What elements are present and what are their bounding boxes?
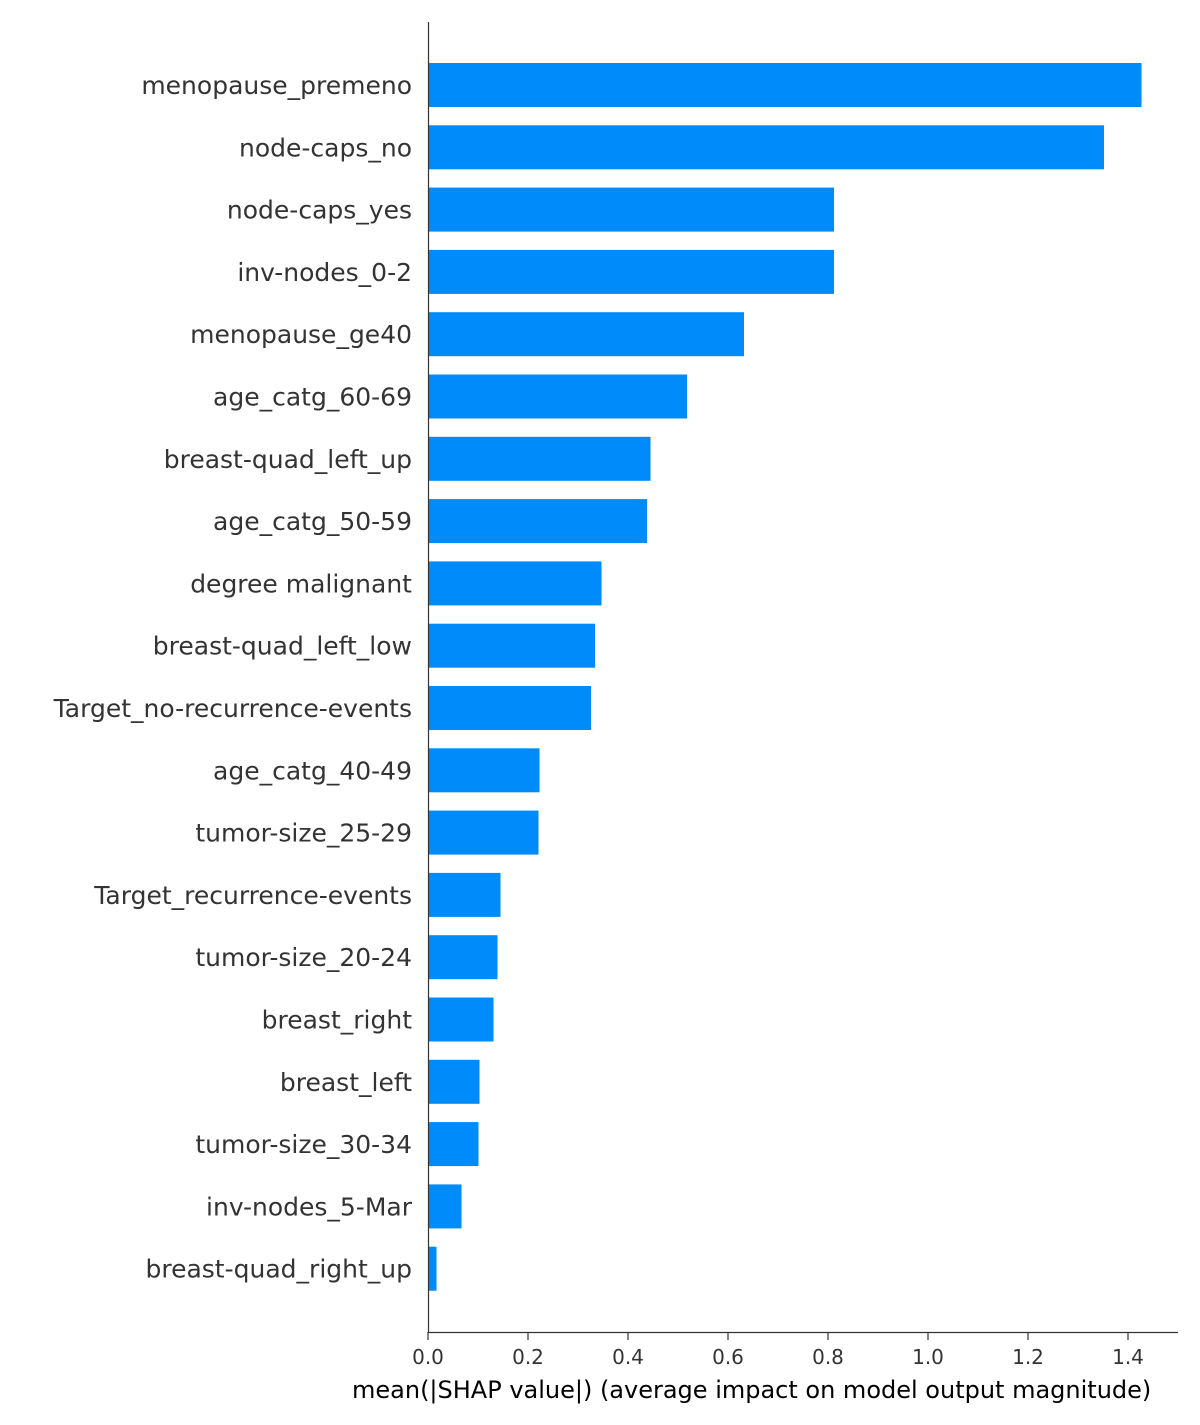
x-tick-label: 0.8 xyxy=(812,1345,844,1369)
bar-breast-right xyxy=(428,997,494,1042)
feature-label: breast-quad_right_up xyxy=(145,1255,412,1284)
bar-breast-quad-left-up xyxy=(428,436,651,481)
feature-label: age_catg_50-59 xyxy=(213,507,412,536)
bar-menopause-ge40 xyxy=(428,312,744,357)
bar-target-no-recurrence-events xyxy=(428,686,591,730)
bar-degree-malignant xyxy=(428,561,602,606)
feature-label: node-caps_no xyxy=(239,133,412,162)
x-tick-label: 0.2 xyxy=(512,1345,544,1369)
bar-tumor-size-25-29 xyxy=(428,810,539,855)
bar-inv-nodes-5-mar xyxy=(428,1184,462,1229)
feature-label: degree malignant xyxy=(190,569,412,598)
x-tick-label: 1.2 xyxy=(1012,1345,1044,1369)
bar-target-recurrence-events xyxy=(428,872,501,917)
feature-labels-group: menopause_premeno node-caps_no node-caps_y… xyxy=(53,71,413,1284)
feature-label: tumor-size_20-24 xyxy=(195,943,412,972)
bar-age-catg-60-69 xyxy=(428,374,687,419)
x-tick-label: 0.6 xyxy=(712,1345,744,1369)
bar-age-catg-40-49 xyxy=(428,748,540,793)
bar-tumor-size-20-24 xyxy=(428,935,498,980)
feature-label: tumor-size_25-29 xyxy=(195,819,412,848)
bar-node-caps-no xyxy=(428,125,1104,170)
x-tick-label: 0.0 xyxy=(412,1345,444,1369)
bars-group xyxy=(428,63,1142,1291)
bar-tumor-size-30-34 xyxy=(428,1122,479,1167)
bar-breast-quad-right-up xyxy=(428,1246,437,1291)
feature-label: breast_right xyxy=(262,1006,413,1035)
bar-inv-nodes-0-2 xyxy=(428,249,834,294)
x-ticks-group: 0.0 0.2 0.4 0.6 0.8 1.0 1.2 1.4 xyxy=(412,1332,1144,1369)
bar-menopause-premeno xyxy=(428,63,1142,107)
feature-label: breast_left xyxy=(280,1068,412,1097)
x-tick-label: 0.4 xyxy=(612,1345,644,1369)
feature-label: age_catg_60-69 xyxy=(213,383,412,412)
x-axis-title: mean(|SHAP value|) (average impact on mo… xyxy=(352,1376,1151,1404)
feature-label: menopause_ge40 xyxy=(190,320,412,349)
x-tick-label: 1.0 xyxy=(912,1345,944,1369)
feature-label: inv-nodes_0-2 xyxy=(237,258,412,287)
feature-label: breast-quad_left_low xyxy=(153,632,412,661)
feature-label: menopause_premeno xyxy=(141,71,412,100)
x-tick-label: 1.4 xyxy=(1112,1345,1144,1369)
bar-breast-quad-left-low xyxy=(428,623,595,668)
feature-label: breast-quad_left_up xyxy=(164,445,412,474)
bar-breast-left xyxy=(428,1059,480,1104)
feature-label: tumor-size_30-34 xyxy=(195,1130,412,1159)
feature-label: Target_recurrence-events xyxy=(93,881,412,910)
feature-label: age_catg_40-49 xyxy=(213,756,412,785)
bar-age-catg-50-59 xyxy=(428,499,647,544)
bar-node-caps-yes xyxy=(428,187,834,232)
feature-label: node-caps_yes xyxy=(227,196,412,225)
feature-label: Target_no-recurrence-events xyxy=(53,694,412,723)
feature-label: inv-nodes_5-Mar xyxy=(206,1192,413,1221)
